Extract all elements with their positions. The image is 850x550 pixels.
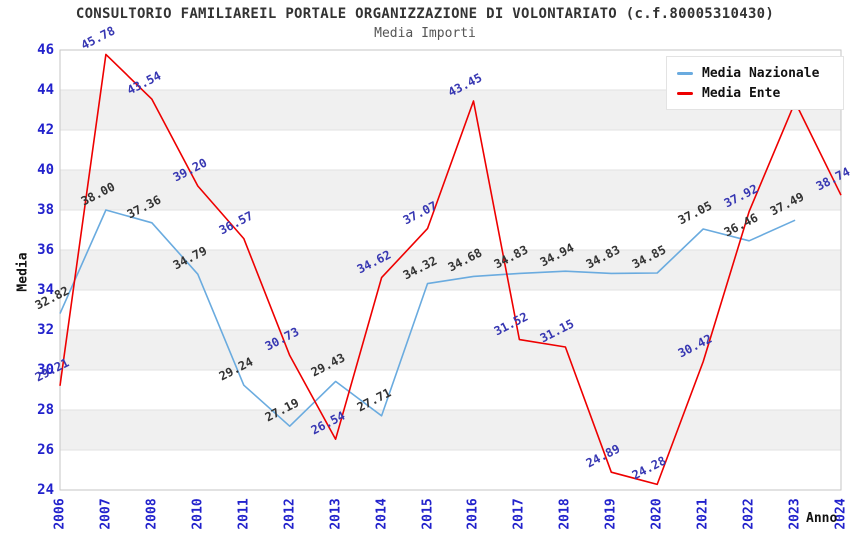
x-axis-title: Anno (806, 511, 838, 526)
x-tick-label: 2018 (557, 498, 573, 530)
plot-band (60, 410, 841, 450)
plot-band (60, 170, 841, 210)
y-tick-label: 46 (37, 42, 54, 58)
x-tick-label: 2023 (787, 498, 803, 530)
legend-item-0[interactable]: Media Nazionale (677, 63, 843, 83)
plot-band (60, 450, 841, 490)
y-tick-label: 36 (37, 242, 54, 258)
y-tick-label: 32 (37, 322, 54, 338)
x-tick-label: 2013 (328, 498, 344, 530)
legend-marker-icon (677, 91, 693, 95)
x-tick-label: 2022 (741, 498, 757, 530)
y-tick-label: 42 (37, 122, 54, 138)
x-tick-label: 2021 (695, 498, 711, 530)
plot-band (60, 290, 841, 330)
x-tick-label: 2011 (236, 498, 252, 530)
x-tick-label: 2017 (511, 498, 527, 530)
legend-label: Media Nazionale (702, 65, 820, 81)
plot-band (60, 250, 841, 290)
plot-border (59, 49, 842, 491)
x-tick-label: 2008 (144, 498, 160, 530)
x-tick-label: 2010 (190, 498, 206, 530)
plot-band (60, 330, 841, 370)
plot-band (60, 370, 841, 410)
legend: Media Nazionale Media Ente (666, 56, 844, 110)
y-tick-label: 44 (37, 82, 54, 98)
x-tick-label: 2014 (374, 498, 390, 530)
legend-item-1[interactable]: Media Ente (677, 83, 843, 103)
series-line-0 (59, 209, 796, 428)
x-tick-label: 2012 (282, 498, 298, 530)
x-tick-label: 2007 (98, 498, 114, 530)
y-tick-label: 28 (37, 402, 54, 418)
x-tick-label: 2015 (420, 498, 436, 530)
series-line-1 (59, 53, 842, 486)
x-tick-label: 2016 (465, 498, 481, 530)
y-tick-label: 34 (37, 282, 54, 298)
y-tick-label: 38 (37, 202, 54, 218)
x-tick-label: 2020 (649, 498, 665, 530)
x-tick-label: 2006 (52, 498, 68, 530)
chart-subtitle: Media Importi (374, 26, 476, 41)
chart-title: CONSULTORIO FAMILIAREIL PORTALE ORGANIZZ… (75, 6, 775, 22)
legend-label: Media Ente (702, 85, 781, 101)
y-tick-label: 40 (37, 162, 54, 178)
plot-band (60, 210, 841, 250)
y-tick-label: 26 (37, 442, 54, 458)
legend-marker-icon (677, 71, 693, 75)
y-tick-label: 24 (37, 482, 54, 498)
x-tick-label: 2019 (603, 498, 619, 530)
y-tick-label: 30 (37, 362, 54, 378)
